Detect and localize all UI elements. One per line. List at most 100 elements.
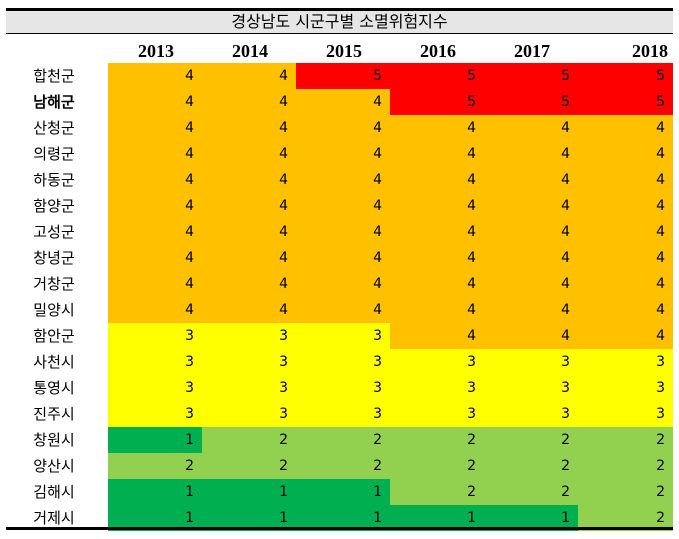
index-cell: 2 [296, 453, 390, 479]
index-cell: 3 [296, 349, 390, 375]
row-label: 거창군 [33, 275, 75, 293]
index-cell: 4 [202, 297, 296, 323]
index-cell: 1 [108, 479, 202, 505]
index-cell: 4 [578, 141, 673, 167]
row-label: 하동군 [33, 171, 75, 189]
row-label: 함안군 [33, 327, 75, 345]
index-cell: 4 [484, 193, 578, 219]
index-cell: 3 [108, 375, 202, 401]
year-header: 2017 [514, 41, 550, 61]
year-header: 2015 [326, 41, 362, 61]
index-cell: 5 [296, 63, 390, 89]
year-header: 2018 [632, 41, 668, 61]
index-cell: 4 [296, 297, 390, 323]
row-label: 합천군 [33, 67, 75, 85]
index-cell: 4 [578, 271, 673, 297]
index-cell: 2 [484, 479, 578, 505]
index-cell: 4 [296, 271, 390, 297]
index-cell: 4 [202, 245, 296, 271]
index-cell: 4 [296, 219, 390, 245]
year-header: 2016 [420, 41, 456, 61]
index-cell: 5 [484, 63, 578, 89]
index-cell: 4 [484, 297, 578, 323]
index-cell: 4 [484, 219, 578, 245]
index-cell: 4 [108, 245, 202, 271]
index-cell: 1 [484, 505, 578, 531]
index-cell: 4 [390, 115, 484, 141]
index-cell: 5 [578, 63, 673, 89]
index-cell: 1 [296, 505, 390, 531]
index-cell: 1 [390, 505, 484, 531]
index-cell: 2 [578, 453, 673, 479]
index-cell: 3 [296, 401, 390, 427]
index-cell: 2 [390, 427, 484, 453]
index-cell: 4 [202, 167, 296, 193]
row-label: 사천시 [33, 353, 75, 371]
index-cell: 3 [578, 349, 673, 375]
index-cell: 4 [578, 115, 673, 141]
index-cell: 2 [390, 453, 484, 479]
index-cell: 2 [484, 427, 578, 453]
index-cell: 4 [108, 219, 202, 245]
row-label: 거제시 [33, 509, 75, 527]
index-cell: 2 [202, 453, 296, 479]
index-cell: 2 [484, 453, 578, 479]
index-cell: 4 [390, 219, 484, 245]
row-label: 김해시 [33, 483, 75, 501]
index-cell: 1 [202, 505, 296, 531]
row-label: 남해군 [33, 93, 75, 111]
index-cell: 4 [578, 193, 673, 219]
row-label: 진주시 [33, 405, 75, 423]
bottom-border [6, 527, 673, 530]
index-cell: 4 [108, 89, 202, 115]
index-cell: 4 [484, 245, 578, 271]
index-cell: 3 [296, 323, 390, 349]
index-cell: 2 [578, 505, 673, 531]
index-cell: 1 [296, 479, 390, 505]
index-cell: 4 [484, 115, 578, 141]
index-cell: 4 [484, 323, 578, 349]
index-cell: 2 [108, 453, 202, 479]
index-cell: 4 [296, 89, 390, 115]
index-cell: 4 [202, 193, 296, 219]
table-title: 경상남도 시군구별 소멸위험지수 [6, 8, 673, 34]
index-cell: 5 [390, 89, 484, 115]
index-cell: 4 [390, 271, 484, 297]
index-cell: 4 [296, 245, 390, 271]
index-cell: 3 [202, 349, 296, 375]
index-cell: 4 [484, 167, 578, 193]
index-cell: 4 [390, 245, 484, 271]
index-cell: 5 [484, 89, 578, 115]
index-cell: 2 [390, 479, 484, 505]
index-cell: 5 [390, 63, 484, 89]
index-cell: 4 [108, 63, 202, 89]
index-cell: 4 [390, 193, 484, 219]
row-label: 고성군 [33, 223, 75, 241]
index-cell: 2 [578, 427, 673, 453]
index-cell: 4 [108, 193, 202, 219]
index-cell: 4 [578, 297, 673, 323]
index-cell: 3 [202, 375, 296, 401]
index-cell: 3 [484, 349, 578, 375]
index-cell: 3 [202, 323, 296, 349]
index-cell: 3 [296, 375, 390, 401]
index-cell: 4 [202, 63, 296, 89]
index-cell: 4 [390, 167, 484, 193]
row-label: 의령군 [33, 145, 75, 163]
index-cell: 2 [296, 427, 390, 453]
index-cell: 4 [202, 89, 296, 115]
row-label: 밀양시 [33, 301, 75, 319]
index-cell: 4 [390, 141, 484, 167]
index-cell: 4 [578, 219, 673, 245]
row-label: 통영시 [33, 379, 75, 397]
index-cell: 4 [484, 271, 578, 297]
index-cell: 3 [390, 349, 484, 375]
index-cell: 4 [108, 167, 202, 193]
index-cell: 3 [108, 323, 202, 349]
index-table: 경상남도 시군구별 소멸위험지수 2013 2014 2015 2016 2017 201… [6, 8, 673, 531]
index-cell: 3 [390, 401, 484, 427]
year-header: 2014 [232, 41, 268, 61]
index-cell: 4 [296, 193, 390, 219]
index-cell: 1 [108, 505, 202, 531]
index-cell: 3 [202, 401, 296, 427]
